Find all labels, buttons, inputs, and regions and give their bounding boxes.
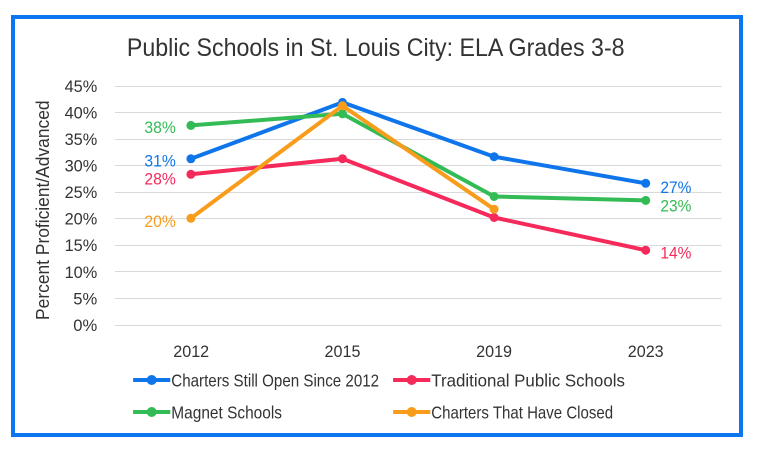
- svg-text:38%: 38%: [144, 119, 176, 137]
- svg-text:Magnet Schools: Magnet Schools: [171, 402, 282, 422]
- svg-text:Percent Proficient/Advanced: Percent Proficient/Advanced: [33, 100, 53, 320]
- svg-text:31%: 31%: [144, 153, 176, 171]
- svg-text:2012: 2012: [173, 343, 209, 361]
- svg-text:Charters That Have Closed: Charters That Have Closed: [431, 402, 613, 422]
- svg-text:Traditional Public Schools: Traditional Public Schools: [431, 370, 625, 390]
- svg-text:5%: 5%: [73, 290, 97, 308]
- svg-text:Charters Still Open Since 2012: Charters Still Open Since 2012: [171, 370, 379, 390]
- svg-text:25%: 25%: [65, 184, 98, 202]
- svg-text:28%: 28%: [144, 171, 176, 189]
- svg-text:40%: 40%: [65, 105, 98, 123]
- svg-text:30%: 30%: [65, 158, 98, 176]
- svg-text:0%: 0%: [73, 317, 97, 335]
- svg-text:23%: 23%: [660, 197, 691, 215]
- svg-text:20%: 20%: [144, 213, 176, 231]
- svg-text:Public Schools in St. Louis Ci: Public Schools in St. Louis City: ELA Gr…: [127, 34, 625, 62]
- svg-text:20%: 20%: [65, 211, 98, 229]
- svg-text:35%: 35%: [65, 131, 98, 149]
- svg-text:27%: 27%: [660, 179, 691, 197]
- svg-text:14%: 14%: [660, 244, 691, 262]
- svg-text:2019: 2019: [476, 343, 512, 361]
- svg-text:2015: 2015: [325, 343, 361, 361]
- svg-text:10%: 10%: [65, 264, 98, 282]
- svg-text:45%: 45%: [65, 78, 98, 96]
- svg-text:15%: 15%: [65, 237, 98, 255]
- svg-text:2023: 2023: [628, 343, 664, 361]
